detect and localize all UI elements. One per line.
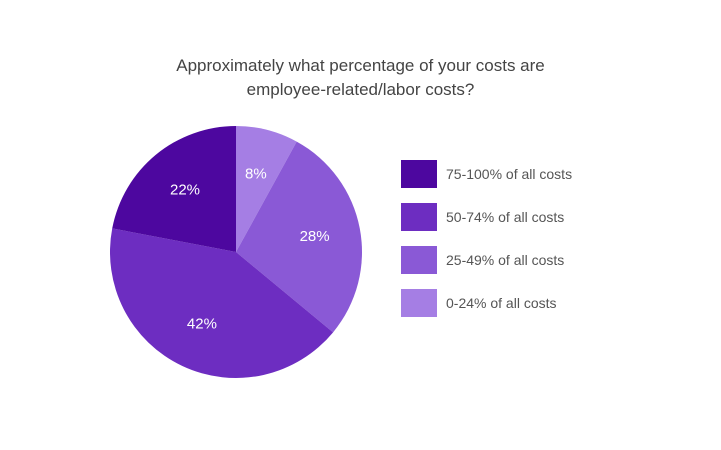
chart-title-line-2: employee-related/labor costs? <box>246 80 475 99</box>
pie-slice-label: 42% <box>187 315 217 332</box>
legend-swatch <box>401 160 437 188</box>
pie-slice-label: 8% <box>245 165 267 182</box>
chart-title-line-1: Approximately what percentage of your co… <box>176 56 545 75</box>
legend-swatch <box>401 246 437 274</box>
pie-slice[interactable] <box>236 126 297 252</box>
pie-slice-label: 22% <box>170 181 200 198</box>
pie-slice-label: 28% <box>300 228 330 245</box>
pie-slice-labels: 8% 28% 42% 22% <box>170 165 330 332</box>
legend-label: 50-74% of all costs <box>446 209 565 225</box>
pie-slices <box>110 126 362 378</box>
legend-swatch <box>401 289 437 317</box>
legend-label: 75-100% of all costs <box>446 166 573 182</box>
legend-label: 25-49% of all costs <box>446 252 565 268</box>
legend-swatch <box>401 203 437 231</box>
pie-slice[interactable] <box>110 228 334 378</box>
pie-slice[interactable] <box>236 141 362 333</box>
legend-label: 0-24% of all costs <box>446 295 557 311</box>
pie-slice[interactable] <box>112 126 236 252</box>
